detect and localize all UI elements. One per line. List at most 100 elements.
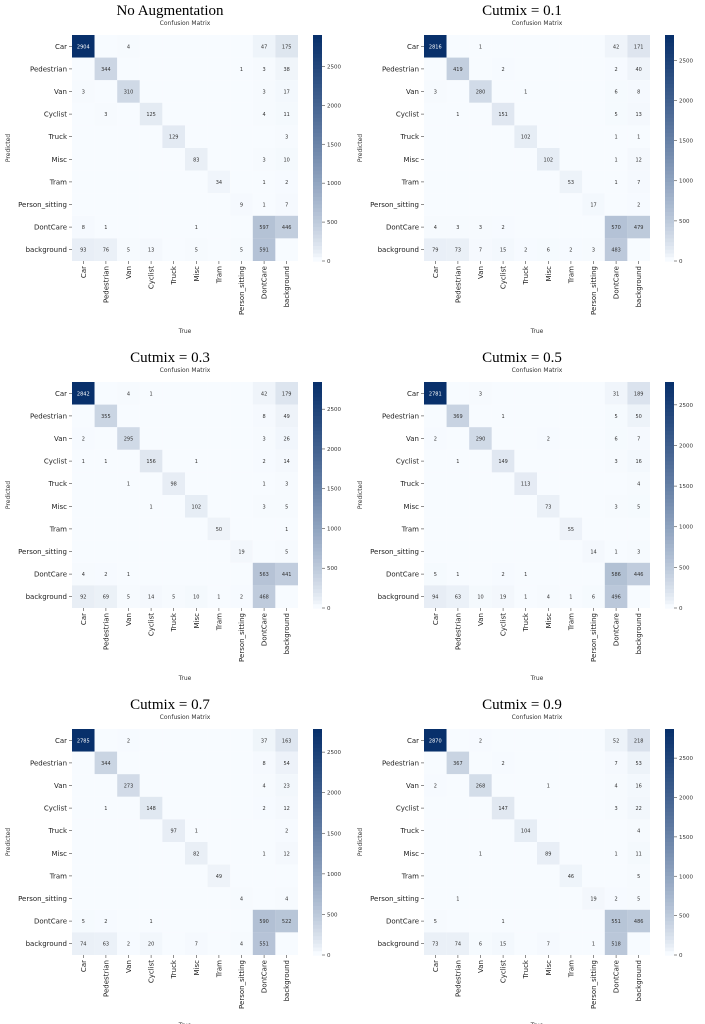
y-tick-label: Tram [49, 872, 67, 880]
heatmap-cell [491, 909, 515, 933]
chart-title: Confusion Matrix [160, 367, 211, 374]
cell-value-label: 53 [568, 180, 574, 186]
colorbar-tick-label: 1000 [327, 872, 341, 878]
cell-value-label: 1 [615, 180, 618, 186]
cell-value-label: 4 [263, 784, 266, 790]
colorbar-segment [665, 570, 674, 575]
cell-value-label: 73 [432, 942, 438, 948]
heatmap-cell [252, 909, 276, 933]
x-axis-label: True [178, 1022, 192, 1024]
heatmap-cell [72, 842, 95, 865]
heatmap-cell [424, 215, 447, 239]
heatmap-cell [424, 148, 447, 171]
panel-heading: Cutmix = 0.1 [482, 3, 562, 19]
heatmap-cell [627, 57, 650, 81]
cell-value-label: 4 [547, 595, 550, 601]
colorbar-segment [665, 581, 674, 586]
x-tick-label: Pedestrian [102, 960, 110, 997]
heatmap-cell [72, 774, 95, 797]
colorbar-segment [313, 913, 322, 918]
x-tick-label: Tram [215, 266, 223, 284]
heatmap-cell [424, 842, 447, 865]
colorbar-segment [313, 547, 322, 553]
heatmap-cell [139, 170, 163, 194]
x-tick-label: Cyclist [500, 613, 508, 636]
heatmap-cell [94, 796, 118, 820]
colorbar-segment [665, 230, 674, 236]
heatmap-cell [604, 170, 628, 194]
heatmap-cell [582, 585, 605, 608]
colorbar-segment [313, 770, 322, 775]
heatmap-cell [559, 427, 583, 450]
cell-value-label: 2 [502, 761, 505, 767]
panel-heading: Cutmix = 0.7 [130, 697, 210, 713]
y-tick-label: Tram [401, 872, 419, 880]
heatmap-cell [252, 148, 276, 171]
heatmap-cell [275, 819, 298, 842]
heatmap-cell [185, 562, 208, 586]
heatmap-cell [514, 864, 537, 888]
cell-value-label: 9 [240, 203, 243, 209]
heatmap-cell [604, 215, 628, 239]
heatmap-cell [469, 796, 492, 820]
cell-value-label: 3 [615, 806, 618, 812]
colorbar-segment [665, 185, 674, 191]
x-tick-label: DontCare [613, 266, 621, 299]
heatmap-cell [94, 193, 118, 216]
cell-value-label: 1 [637, 135, 640, 141]
cell-value-label: 189 [634, 391, 644, 397]
colorbar-segment [665, 68, 674, 74]
heatmap-cell [627, 932, 650, 955]
colorbar-segment [313, 430, 322, 436]
colorbar-segment [313, 257, 322, 262]
heatmap-cell [446, 148, 470, 171]
heatmap-cell [627, 729, 650, 752]
heatmap-cell [491, 170, 515, 194]
colorbar-segment [665, 845, 674, 851]
cell-value-label: 2 [263, 459, 266, 465]
x-tick-label: Pedestrian [454, 613, 462, 650]
colorbar-segment [665, 585, 674, 590]
heatmap-cell [559, 932, 583, 955]
heatmap-cell [230, 404, 253, 428]
colorbar-segment [665, 400, 674, 406]
y-tick-label: Car [407, 737, 419, 745]
heatmap-cell [117, 35, 140, 58]
heatmap-cell [185, 449, 208, 473]
cell-value-label: 3 [285, 482, 288, 488]
heatmap-cell [275, 382, 298, 405]
heatmap-cell [207, 193, 231, 216]
heatmap-cell [72, 427, 95, 450]
colorbar-segment [313, 751, 322, 756]
colorbar-segment [665, 46, 674, 51]
heatmap-cell [446, 864, 470, 888]
heatmap-cell [207, 238, 231, 261]
panel-heading: Cutmix = 0.3 [130, 350, 210, 366]
heatmap-cell [469, 427, 492, 450]
cell-value-label: 49 [284, 414, 290, 420]
colorbar-segment [313, 842, 322, 847]
y-tick-label: DontCare [34, 224, 67, 232]
heatmap-cell [469, 404, 492, 428]
cell-value-label: 1 [615, 550, 618, 556]
heatmap-cell [139, 449, 163, 473]
heatmap-cell [424, 729, 447, 752]
heatmap-cell [185, 57, 208, 81]
heatmap-cell [537, 887, 560, 910]
colorbar-segment [313, 415, 322, 421]
colorbar-segment [665, 393, 674, 398]
colorbar-segment [313, 498, 322, 504]
colorbar-segment [313, 174, 322, 179]
heatmap-cell [230, 585, 253, 608]
x-axis-label: True [530, 1022, 544, 1024]
cell-value-label: 590 [259, 919, 269, 925]
heatmap-cell [275, 170, 298, 194]
colorbar-tick-label: 1500 [327, 831, 341, 837]
y-axis-label: Predicted [357, 134, 364, 162]
heatmap-cell [162, 819, 185, 842]
heatmap-cell [117, 864, 140, 888]
heatmap-cell [185, 774, 208, 797]
x-tick-label: DontCare [261, 266, 269, 299]
colorbar-segment [665, 129, 674, 134]
heatmap-cell [514, 382, 537, 405]
